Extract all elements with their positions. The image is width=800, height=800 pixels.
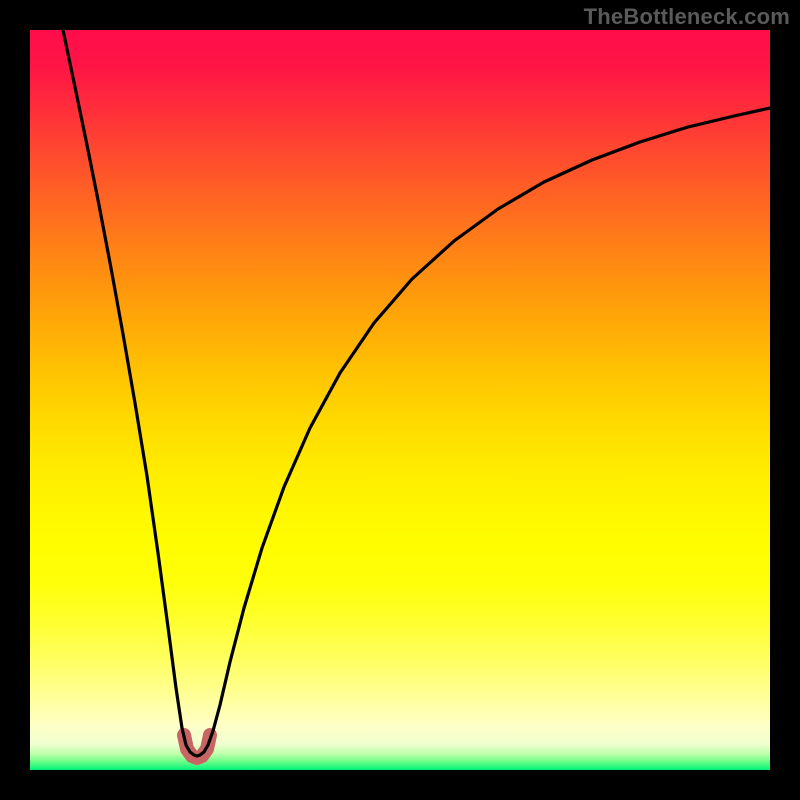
gradient-background bbox=[30, 30, 770, 770]
watermark-label: TheBottleneck.com bbox=[584, 4, 790, 30]
chart-frame: TheBottleneck.com bbox=[0, 0, 800, 800]
bottleneck-chart bbox=[0, 0, 800, 800]
